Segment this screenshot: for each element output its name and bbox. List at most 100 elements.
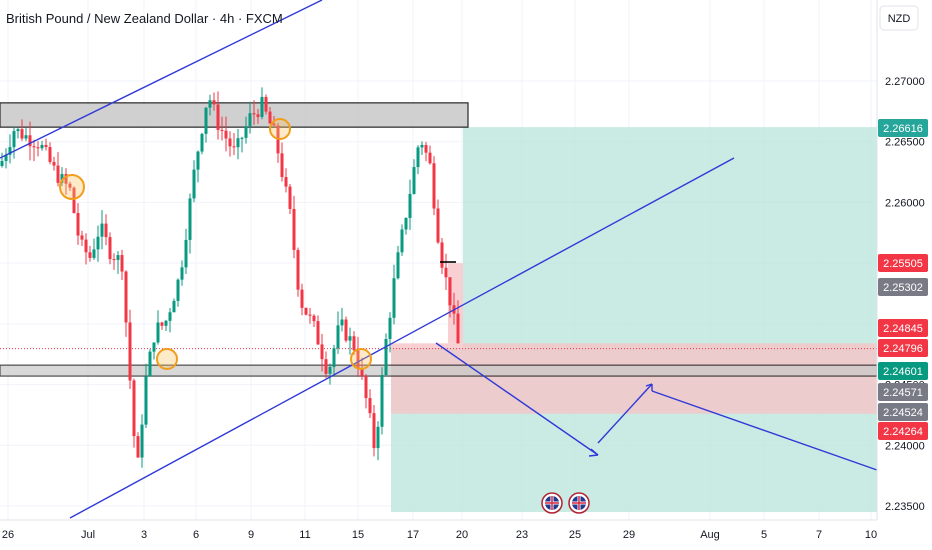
- candle: [4, 148, 8, 169]
- candle: [196, 150, 200, 183]
- candle: [444, 253, 448, 290]
- candle: [128, 309, 132, 390]
- svg-text:2.25505: 2.25505: [883, 258, 923, 270]
- candle: [148, 349, 152, 377]
- resistance-zone: [0, 102, 469, 128]
- candle: [420, 141, 424, 156]
- candle: [372, 405, 376, 457]
- candle: [284, 168, 288, 193]
- candle: [132, 378, 136, 448]
- candle: [44, 138, 48, 151]
- x-tick-label: 29: [623, 529, 635, 541]
- candle: [320, 333, 324, 372]
- candle: [76, 203, 80, 245]
- candle: [216, 91, 220, 140]
- price-tag: 2.24264: [878, 422, 928, 440]
- candle: [292, 195, 296, 259]
- candle: [144, 363, 148, 428]
- x-tick-label: 11: [299, 529, 310, 541]
- candle: [200, 132, 204, 155]
- candle: [140, 414, 144, 468]
- candle: [256, 108, 260, 124]
- candle: [228, 131, 232, 157]
- candle: [244, 116, 248, 144]
- candle: [364, 373, 368, 409]
- candle: [260, 87, 264, 120]
- x-tick-label: Aug: [700, 529, 720, 541]
- price-axis-bg: [877, 0, 932, 550]
- x-tick-label: 3: [141, 529, 147, 541]
- candle: [184, 228, 188, 274]
- uk-flag-icon[interactable]: [541, 492, 563, 514]
- candle: [296, 247, 300, 297]
- candle: [104, 214, 108, 246]
- candle: [440, 237, 444, 275]
- candle: [12, 126, 16, 159]
- candle: [56, 152, 60, 187]
- candle: [172, 298, 176, 313]
- price-tag: 2.24524: [878, 403, 928, 421]
- candle: [100, 210, 104, 250]
- candle: [164, 319, 168, 331]
- candle: [376, 421, 380, 461]
- candle: [32, 139, 36, 162]
- y-tick-label: 2.23500: [885, 501, 925, 513]
- arrowhead-c: [645, 383, 653, 387]
- candle: [168, 307, 172, 333]
- x-tick-label: 10: [865, 529, 877, 541]
- candle: [308, 307, 312, 324]
- candle: [24, 128, 28, 142]
- uk-flag-icon[interactable]: [568, 492, 590, 514]
- candle: [448, 277, 452, 318]
- candle: [108, 232, 112, 265]
- y-tick-label: 2.24000: [885, 440, 925, 452]
- svg-text:2.24571: 2.24571: [883, 387, 923, 399]
- candle: [252, 100, 256, 125]
- candle: [48, 142, 52, 165]
- upper-channel-line: [0, 0, 323, 159]
- x-tick-label: 20: [456, 529, 468, 541]
- candle: [280, 142, 284, 182]
- svg-text:2.24601: 2.24601: [883, 366, 923, 378]
- candle: [248, 101, 252, 134]
- candle: [152, 342, 156, 360]
- candle: [36, 141, 40, 157]
- candle: [384, 333, 388, 377]
- price-tag: 2.24571: [878, 383, 928, 401]
- candle: [424, 141, 428, 162]
- candle: [92, 238, 96, 260]
- candle: [176, 278, 180, 307]
- candle: [60, 167, 64, 187]
- candle: [264, 94, 268, 115]
- candle: [124, 270, 128, 337]
- candle: [192, 160, 196, 203]
- candle: [324, 351, 328, 378]
- candle: [160, 321, 164, 330]
- candle: [336, 311, 340, 354]
- currency-button[interactable]: [879, 5, 919, 31]
- candle: [80, 230, 84, 247]
- projection-up: [597, 383, 653, 444]
- projection-down-2: [651, 390, 878, 471]
- candle: [400, 224, 404, 256]
- candle: [188, 193, 192, 254]
- candle: [212, 92, 216, 111]
- candle: [328, 363, 332, 385]
- candle: [72, 186, 76, 214]
- candle: [348, 327, 352, 355]
- y-tick-label: 2.27000: [885, 76, 925, 88]
- candle: [156, 310, 160, 345]
- candle: [52, 156, 56, 171]
- candle: [268, 107, 272, 124]
- candle: [204, 107, 208, 143]
- candle: [224, 116, 228, 152]
- price-tag: 2.25505: [878, 254, 928, 272]
- currency-label: NZD: [888, 13, 911, 25]
- candle: [288, 183, 292, 214]
- candle: [40, 140, 44, 151]
- candle: [304, 307, 308, 316]
- candle: [0, 152, 4, 168]
- candle: [96, 225, 100, 262]
- arrowhead-b: [588, 454, 599, 457]
